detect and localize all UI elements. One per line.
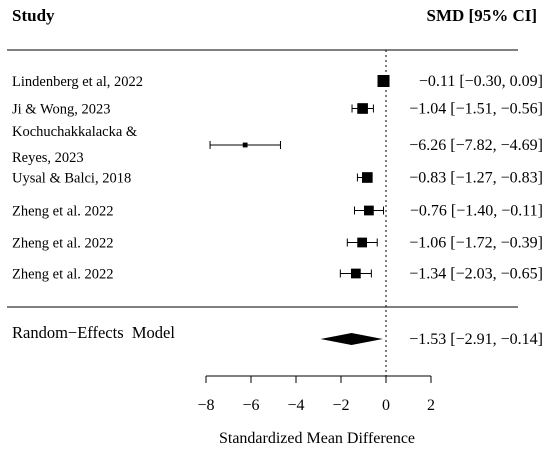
header-estimate: SMD [95% CI] — [427, 6, 538, 25]
point-estimate — [357, 103, 368, 114]
x-tick-label: −4 — [287, 397, 304, 414]
estimate-text: −0.76 [−1.40, −0.11] — [410, 203, 543, 220]
study-label: Kochuchakkalacka & — [12, 124, 138, 140]
summary-label: Random−Effects Model — [12, 323, 175, 342]
x-tick-label: −8 — [197, 397, 214, 414]
study-row: Ji & Wong, 2023 −1.04 [−1.51, −0.56] — [12, 101, 543, 118]
study-label: Zheng et al. 2022 — [12, 236, 113, 252]
study-row: Lindenberg et al, 2022 −0.11 [−0.30, 0.09… — [12, 73, 543, 90]
point-estimate — [357, 237, 368, 248]
x-axis: −8 −6 −4 −2 0 2 — [197, 375, 435, 414]
point-estimate — [362, 172, 373, 183]
study-label: Zheng et al. 2022 — [12, 267, 113, 283]
study-label: Reyes, 2023 — [12, 150, 84, 166]
point-estimate — [364, 205, 374, 216]
x-tick-label: 2 — [427, 397, 435, 414]
summary-diamond — [320, 333, 383, 345]
study-label: Uysal & Balci, 2018 — [12, 171, 131, 187]
study-row: Zheng et al. 2022 −1.06 [−1.72, −0.39] — [12, 235, 543, 252]
estimate-text: −1.34 [−2.03, −0.65] — [409, 266, 543, 283]
x-axis-label: Standardized Mean Difference — [219, 430, 415, 447]
study-rows: Lindenberg et al, 2022 −0.11 [−0.30, 0.09… — [12, 73, 543, 283]
header-study: Study — [12, 6, 55, 25]
study-label: Ji & Wong, 2023 — [12, 102, 110, 118]
point-estimate — [350, 268, 361, 279]
x-tick-label: 0 — [382, 397, 390, 414]
point-estimate — [242, 142, 248, 148]
study-row: Zheng et al. 2022 −1.34 [−2.03, −0.65] — [12, 266, 543, 283]
study-label: Zheng et al. 2022 — [12, 204, 113, 220]
study-row: Kochuchakkalacka & Reyes, 2023 −6.26 [−7.8… — [12, 124, 543, 166]
estimate-text: −1.06 [−1.72, −0.39] — [409, 235, 543, 252]
estimate-text: −0.83 [−1.27, −0.83] — [409, 170, 543, 187]
x-tick-label: −2 — [332, 397, 349, 414]
summary-row: Random−Effects Model −1.53 [−2.91, −0.14] — [12, 323, 543, 348]
estimate-text: −1.04 [−1.51, −0.56] — [409, 101, 543, 118]
estimate-text: −0.11 [−0.30, 0.09] — [419, 73, 543, 90]
summary-estimate-text: −1.53 [−2.91, −0.14] — [409, 331, 543, 348]
point-estimate — [377, 75, 390, 87]
study-row: Uysal & Balci, 2018 −0.83 [−1.27, −0.83] — [12, 170, 543, 187]
study-label: Lindenberg et al, 2022 — [12, 74, 143, 90]
x-tick-label: −6 — [242, 397, 259, 414]
estimate-text: −6.26 [−7.82, −4.69] — [409, 137, 543, 154]
study-row: Zheng et al. 2022 −0.76 [−1.40, −0.11] — [12, 203, 543, 220]
